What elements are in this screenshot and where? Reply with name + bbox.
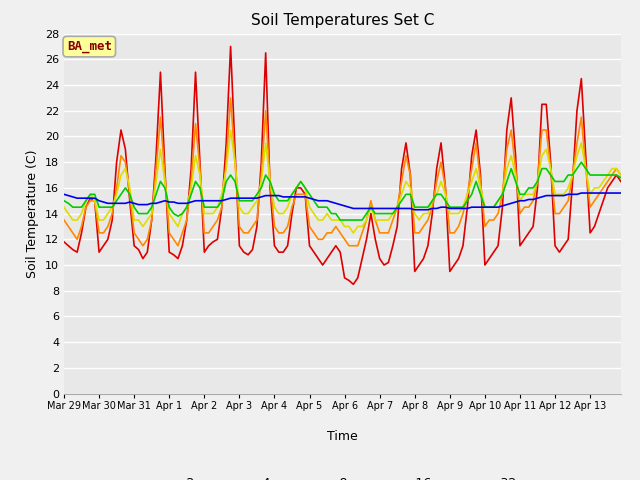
- Title: Soil Temperatures Set C: Soil Temperatures Set C: [251, 13, 434, 28]
- Legend: -2cm, -4cm, -8cm, -16cm, -32cm: -2cm, -4cm, -8cm, -16cm, -32cm: [145, 472, 540, 480]
- Text: BA_met: BA_met: [67, 40, 112, 53]
- X-axis label: Time: Time: [327, 430, 358, 443]
- Y-axis label: Soil Temperature (C): Soil Temperature (C): [26, 149, 39, 278]
